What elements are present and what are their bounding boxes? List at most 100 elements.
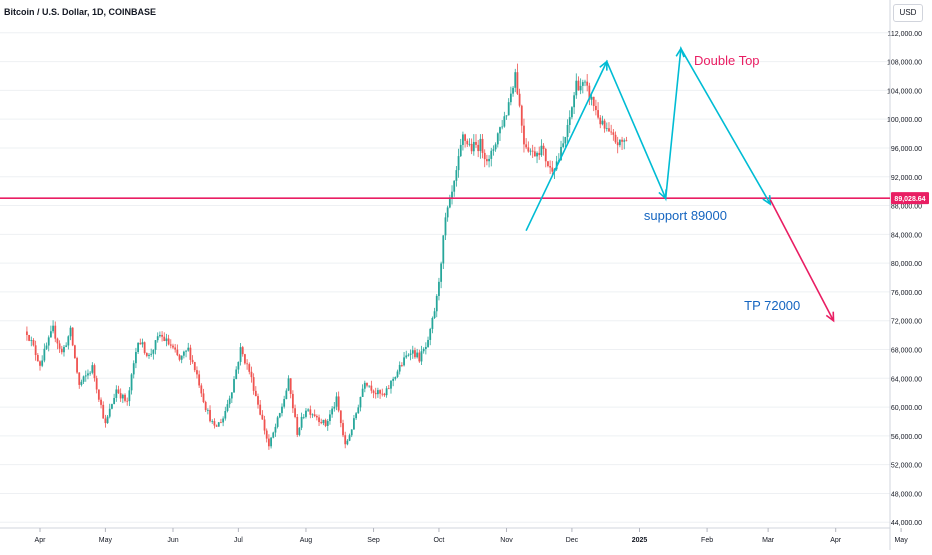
candle-body <box>237 361 240 370</box>
candle-body <box>45 345 48 349</box>
candle-body <box>278 413 281 418</box>
candle-body <box>531 150 534 152</box>
candle-body <box>28 334 30 341</box>
price-tag-bg <box>891 192 929 205</box>
candle-body <box>222 418 225 423</box>
candle-body <box>34 345 37 356</box>
candle-body <box>52 325 54 332</box>
candle-body <box>477 144 480 152</box>
candle-body <box>204 402 207 411</box>
candle-body <box>494 144 497 150</box>
candle-body <box>608 128 610 132</box>
candle-body <box>603 120 606 129</box>
candle-body <box>300 416 303 428</box>
candle-body <box>281 406 283 414</box>
candle-body <box>468 143 471 145</box>
candle-body <box>189 347 192 360</box>
candle-body <box>141 342 144 345</box>
candle-body <box>191 359 194 363</box>
candle-body <box>291 393 294 409</box>
candle-body <box>270 437 272 447</box>
candle-body <box>549 166 552 168</box>
candle-body <box>597 110 599 118</box>
candle-body <box>588 85 591 100</box>
candle-body <box>483 152 486 160</box>
candle-body <box>573 95 575 108</box>
candle-body <box>348 435 351 441</box>
candle-body <box>137 342 139 353</box>
candle-body <box>265 430 268 439</box>
candle-body <box>435 295 438 312</box>
candle-body <box>621 139 623 142</box>
candle-body <box>150 353 153 355</box>
candle-body <box>60 348 63 353</box>
candle-body <box>235 369 238 380</box>
candle-body <box>540 145 543 156</box>
candle-body <box>97 389 100 400</box>
candle-body <box>335 396 338 407</box>
target-arrowhead <box>825 311 835 323</box>
candle-body <box>601 120 604 125</box>
candle-body <box>261 414 264 420</box>
candle-body <box>206 409 209 411</box>
candle-body <box>87 373 89 376</box>
y-tick-label: 64,000.00 <box>891 376 922 383</box>
candle-body <box>56 338 59 344</box>
candle-body <box>89 372 92 374</box>
candle-body <box>276 417 279 427</box>
candle-body <box>385 388 388 396</box>
candle-body <box>355 413 357 419</box>
candle-body <box>394 376 397 379</box>
candle-body <box>566 124 569 137</box>
candle-body <box>82 376 85 382</box>
candle-body <box>47 337 50 346</box>
candle-body <box>427 339 429 347</box>
candle-body <box>346 440 349 445</box>
candle-body <box>143 342 146 353</box>
candle-body <box>117 389 120 394</box>
candle-body <box>307 409 310 411</box>
pattern-arrowhead <box>658 189 667 201</box>
candle-body <box>124 394 126 401</box>
x-tick-label: Jul <box>234 537 243 544</box>
pattern-arrowhead <box>675 46 685 58</box>
candle-body <box>503 116 506 127</box>
candle-body <box>213 421 216 426</box>
candle-body <box>462 134 464 145</box>
candle-body <box>339 410 342 424</box>
candle-body <box>544 149 547 162</box>
candle-body <box>58 343 61 349</box>
candle-body <box>84 375 87 377</box>
candle-body <box>233 379 235 393</box>
candle-body <box>523 125 525 145</box>
candle-body <box>472 141 475 152</box>
candle-body <box>568 117 571 125</box>
candle-body <box>254 390 257 397</box>
candle-body <box>139 342 142 345</box>
candle-body <box>313 414 316 417</box>
candle-body <box>132 363 135 375</box>
y-tick-label: 96,000.00 <box>891 146 922 153</box>
candle-body <box>174 347 177 350</box>
candle-body <box>71 327 74 346</box>
currency-button[interactable]: USD <box>893 4 923 22</box>
candle-body <box>182 351 185 356</box>
candle-body <box>324 419 327 426</box>
candle-body <box>193 362 196 371</box>
candle-body <box>305 410 307 417</box>
candle-body <box>379 390 381 394</box>
x-tick-label: Apr <box>830 537 842 544</box>
candle-body <box>309 409 312 415</box>
candle-body <box>296 416 299 435</box>
candle-body <box>431 317 434 329</box>
candle-body <box>224 410 227 419</box>
candle-body <box>185 350 187 352</box>
candle-body <box>163 336 166 341</box>
candle-body <box>446 207 449 218</box>
candle-body <box>625 140 628 142</box>
candle-body <box>414 350 416 358</box>
candle-body <box>344 435 347 445</box>
candle-body <box>161 334 163 337</box>
